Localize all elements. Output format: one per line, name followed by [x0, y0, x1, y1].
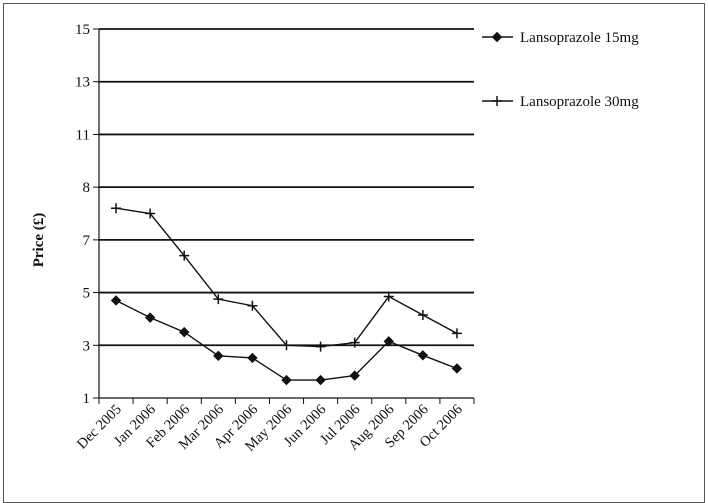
series-line: [115, 299, 458, 381]
data-point-marker: [281, 340, 292, 351]
legend-label: Lansoprazole 30mg: [520, 94, 639, 110]
series-1: [110, 295, 463, 386]
data-point-marker: [451, 363, 463, 374]
data-point-marker: [247, 352, 258, 364]
y-tick-label: 3: [83, 338, 91, 354]
gridlines: [99, 28, 474, 347]
y-tick-label: 15: [75, 22, 90, 38]
data-point-marker: [213, 294, 224, 305]
data-point-marker: [111, 203, 122, 214]
y-axis-label: Price (£): [31, 213, 47, 268]
data-point-marker: [315, 341, 326, 352]
data-point-marker: [417, 350, 429, 361]
data-point-marker: [383, 291, 394, 302]
data-point-marker: [179, 326, 190, 338]
data-point-marker: [144, 312, 156, 323]
series-2: [111, 203, 462, 352]
data-point-marker: [179, 250, 190, 261]
data-point-marker: [491, 31, 503, 43]
y-tick-label: 8: [83, 180, 91, 196]
data-point-marker: [383, 336, 394, 347]
data-point-marker: [349, 370, 360, 381]
data-point-marker: [281, 374, 292, 386]
data-point-marker: [213, 350, 224, 362]
y-tick-label: 5: [83, 286, 91, 302]
legend: Lansoprazole 15mg Lansoprazole 30mg: [482, 30, 639, 110]
data-point-marker: [492, 96, 502, 106]
series: [110, 203, 463, 386]
data-point-marker: [145, 208, 156, 219]
y-tick-label: 1: [83, 391, 91, 407]
series-line: [115, 207, 458, 348]
y-tick-label: 7: [83, 233, 91, 249]
data-point-marker: [315, 374, 326, 386]
y-tick-label: 11: [76, 127, 90, 143]
data-point-marker: [247, 300, 258, 311]
data-point-marker: [451, 328, 462, 339]
legend-item: Lansoprazole 15mg: [482, 30, 639, 46]
data-point-marker: [417, 309, 428, 320]
y-tick-label: 13: [75, 75, 90, 91]
data-point-marker: [110, 295, 122, 306]
legend-item: Lansoprazole 30mg: [482, 94, 639, 110]
data-point-marker: [349, 337, 360, 348]
legend-label: Lansoprazole 15mg: [520, 30, 639, 46]
